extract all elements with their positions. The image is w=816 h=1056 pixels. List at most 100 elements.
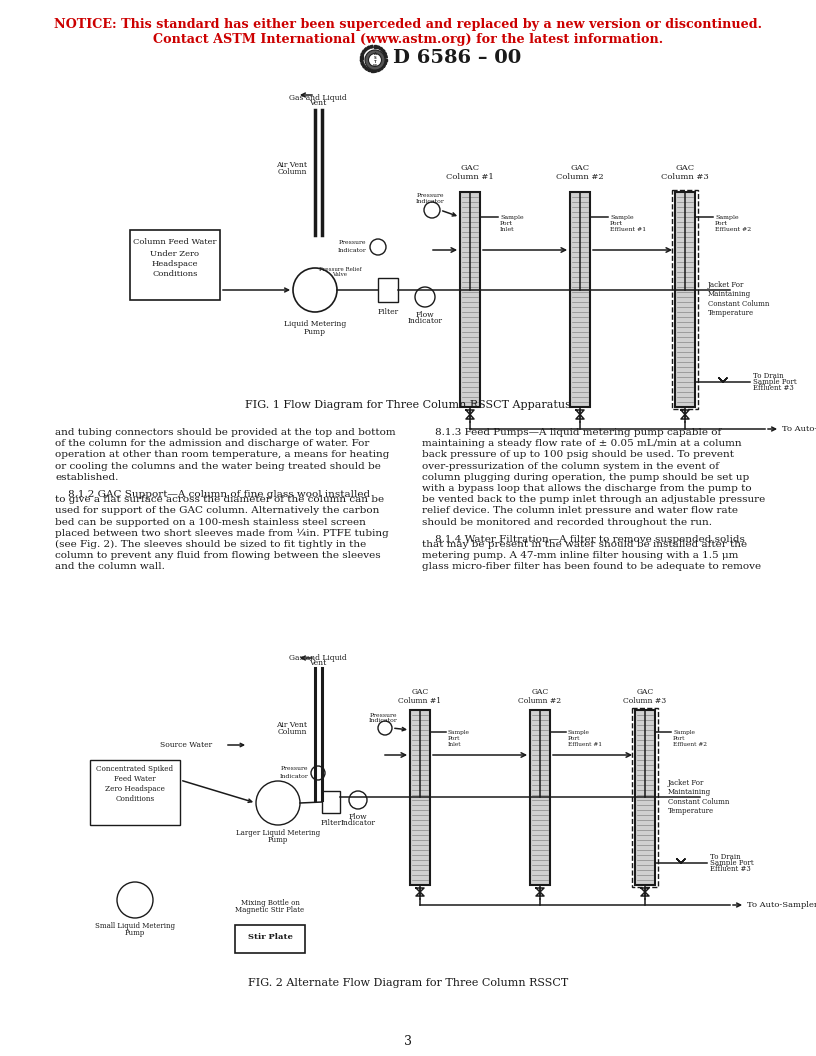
Bar — [361, 62, 364, 65]
Text: of the column for the admission and discharge of water. For: of the column for the admission and disc… — [55, 439, 370, 448]
Bar — [90, 760, 180, 825]
Bar — [322, 791, 340, 813]
Text: Feed Water: Feed Water — [114, 775, 156, 782]
Text: Gas and Liquid: Gas and Liquid — [289, 94, 347, 102]
Text: that may be present in the water should be installed after the: that may be present in the water should … — [422, 540, 747, 549]
Text: 8.1.4 Water Filtration—A filter to remove suspended solids: 8.1.4 Water Filtration—A filter to remov… — [422, 534, 745, 544]
Bar — [375, 70, 377, 73]
Text: Sample
Port
Inlet: Sample Port Inlet — [448, 730, 470, 747]
Bar — [379, 48, 383, 51]
Text: Pump: Pump — [304, 328, 326, 336]
Text: Pressure: Pressure — [281, 767, 308, 772]
Text: and the column wall.: and the column wall. — [55, 563, 165, 571]
Text: Column: Column — [277, 728, 307, 736]
Text: NOTICE: This standard has either been superceded and replaced by a new version o: NOTICE: This standard has either been su… — [54, 18, 762, 31]
Text: (see Fig. 2). The sleeves should be sized to fit tightly in the: (see Fig. 2). The sleeves should be size… — [55, 540, 366, 549]
Text: Indicator: Indicator — [279, 774, 308, 779]
Text: Small Liquid Metering: Small Liquid Metering — [95, 922, 175, 930]
Bar — [632, 708, 658, 887]
Text: column plugging during operation, the pump should be set up: column plugging during operation, the pu… — [422, 473, 749, 482]
Text: Under Zero: Under Zero — [150, 250, 199, 258]
Text: Filter: Filter — [321, 819, 342, 827]
Bar — [365, 68, 368, 71]
Text: To Drain: To Drain — [710, 853, 741, 861]
Text: should be monitored and recorded throughout the run.: should be monitored and recorded through… — [422, 517, 712, 527]
Text: Filter: Filter — [378, 308, 398, 316]
Text: Conditions: Conditions — [115, 795, 154, 803]
Text: Air Vent: Air Vent — [276, 161, 307, 169]
Text: Indicator: Indicator — [340, 819, 375, 827]
Text: used for support of the GAC column. Alternatively the carbon: used for support of the GAC column. Alte… — [55, 507, 379, 515]
Bar — [374, 45, 376, 48]
Text: Zero Headspace: Zero Headspace — [105, 785, 165, 793]
Bar — [371, 70, 374, 72]
Text: A
S
T
M: A S T M — [373, 53, 377, 68]
Text: Concentrated Spiked: Concentrated Spiked — [96, 765, 174, 773]
Text: Effluent #3: Effluent #3 — [710, 865, 751, 873]
Bar — [410, 710, 430, 885]
Text: GAC
Column #2: GAC Column #2 — [518, 689, 561, 705]
Text: Mixing Bottle on: Mixing Bottle on — [241, 899, 299, 907]
Text: 8.1.2 GAC Support—A column of fine glass wool installed: 8.1.2 GAC Support—A column of fine glass… — [55, 490, 370, 499]
Text: column to prevent any fluid from flowing between the sleeves: column to prevent any fluid from flowing… — [55, 551, 380, 560]
Circle shape — [369, 54, 382, 67]
Text: with a bypass loop that allows the discharge from the pump to: with a bypass loop that allows the disch… — [422, 484, 752, 493]
Text: Indicator: Indicator — [369, 718, 397, 723]
Text: Column: Column — [277, 168, 307, 176]
Text: Source Water: Source Water — [160, 741, 212, 749]
Bar — [675, 192, 695, 407]
Text: 3: 3 — [404, 1035, 412, 1048]
Text: GAC
Column #1: GAC Column #1 — [398, 689, 441, 705]
Text: GAC
Column #3: GAC Column #3 — [623, 689, 667, 705]
Text: Conditions: Conditions — [153, 270, 197, 278]
Bar — [361, 56, 363, 59]
Text: Gas and Liquid: Gas and Liquid — [289, 654, 347, 662]
Text: Pump: Pump — [268, 836, 288, 844]
Text: placed between two short sleeves made from ¼in. PTFE tubing: placed between two short sleeves made fr… — [55, 529, 388, 539]
Text: FIG. 2 Alternate Flow Diagram for Three Column RSSCT: FIG. 2 Alternate Flow Diagram for Three … — [248, 978, 568, 988]
Bar — [460, 192, 480, 407]
Bar — [377, 69, 380, 72]
Bar — [530, 710, 550, 885]
Text: Stir Plate: Stir Plate — [247, 934, 292, 941]
Text: Pressure Relief: Pressure Relief — [319, 267, 361, 272]
Bar — [367, 46, 370, 50]
Text: be vented back to the pump inlet through an adjustable pressure: be vented back to the pump inlet through… — [422, 495, 765, 504]
Bar — [360, 59, 363, 62]
Text: GAC
Column #3: GAC Column #3 — [661, 164, 709, 182]
Text: Sample
Port
Effluent #2: Sample Port Effluent #2 — [715, 215, 752, 231]
Text: To Drain: To Drain — [753, 372, 783, 380]
Bar — [364, 48, 368, 51]
Text: Sample
Port
Inlet: Sample Port Inlet — [500, 215, 524, 231]
Bar — [382, 50, 385, 53]
Text: operation at other than room temperature, a means for heating: operation at other than room temperature… — [55, 451, 389, 459]
Bar — [235, 925, 305, 953]
Text: Indicator: Indicator — [415, 199, 445, 204]
Text: Sample Port: Sample Port — [710, 859, 754, 867]
Text: Jacket For
Maintaining
Constant Column
Temperature: Jacket For Maintaining Constant Column T… — [708, 281, 769, 317]
Bar — [377, 45, 379, 49]
Text: Valve: Valve — [332, 272, 348, 277]
Bar — [672, 190, 698, 409]
Bar — [384, 61, 387, 64]
Text: Jacket For
Maintaining
Constant Column
Temperature: Jacket For Maintaining Constant Column T… — [668, 779, 730, 815]
Text: Sample
Port
Effluent #1: Sample Port Effluent #1 — [568, 730, 602, 747]
Circle shape — [365, 50, 385, 70]
Bar — [384, 55, 388, 58]
Text: Pressure: Pressure — [416, 193, 444, 199]
Text: Magnetic Stir Plate: Magnetic Stir Plate — [236, 906, 304, 914]
Bar — [378, 278, 398, 302]
Text: 8.1.3 Feed Pumps—A liquid metering pump capable of: 8.1.3 Feed Pumps—A liquid metering pump … — [422, 428, 721, 437]
Text: to give a flat surface across the diameter of the column can be: to give a flat surface across the diamet… — [55, 495, 384, 504]
Text: Sample
Port
Effluent #2: Sample Port Effluent #2 — [673, 730, 707, 747]
Text: GAC
Column #1: GAC Column #1 — [446, 164, 494, 182]
Text: Sample Port: Sample Port — [753, 378, 796, 386]
Text: Indicator: Indicator — [337, 248, 366, 253]
Text: Flow: Flow — [348, 813, 367, 821]
Bar — [384, 52, 387, 55]
Bar — [368, 69, 371, 72]
Text: D 6586 – 00: D 6586 – 00 — [393, 49, 521, 67]
Bar — [570, 192, 590, 407]
Text: Flow: Flow — [415, 312, 434, 319]
Text: Air Vent: Air Vent — [276, 721, 307, 729]
